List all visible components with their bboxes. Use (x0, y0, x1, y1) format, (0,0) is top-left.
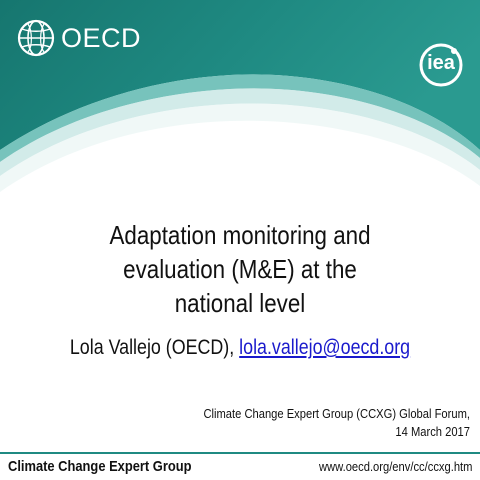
iea-circle-icon (419, 43, 463, 87)
event-info: Climate Change Expert Group (CCXG) Globa… (143, 405, 470, 441)
footer-group-name: Climate Change Expert Group (8, 458, 192, 475)
title-line: evaluation (M&E) at the (123, 254, 357, 284)
footer-divider (0, 452, 480, 454)
oecd-globe-icon (17, 19, 55, 57)
slide-title: Adaptation monitoring and evaluation (M&… (68, 218, 412, 320)
oecd-logo: OECD (16, 18, 141, 58)
oecd-logo-text: OECD (61, 22, 142, 53)
iea-logo-text: iea (427, 52, 455, 74)
footer-url-link[interactable]: www.oecd.org/env/cc/ccxg.htm (318, 459, 472, 474)
title-line: Adaptation monitoring and (109, 220, 371, 250)
author-name: Lola Vallejo (OECD), (69, 336, 240, 359)
iea-logo: iea (418, 42, 464, 88)
event-date: 14 March 2017 (395, 424, 470, 439)
author-line: Lola Vallejo (OECD), lola.vallejo@oecd.o… (36, 336, 444, 360)
header-background (0, 0, 480, 192)
event-name: Climate Change Expert Group (CCXG) Globa… (203, 406, 470, 421)
title-line: national level (174, 288, 306, 318)
author-email-link[interactable]: lola.vallejo@oecd.org (239, 336, 411, 359)
